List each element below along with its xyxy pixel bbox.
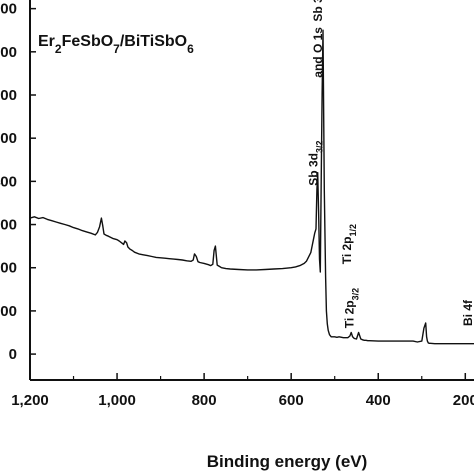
y-axis: 0 100 200 300 400 500 600 700 800 [0, 1, 36, 363]
x-axis-title: Binding energy (eV) [207, 452, 368, 471]
peak-label: Ti 2p1/2 [340, 224, 358, 264]
y-tick-label: 700 [0, 44, 17, 61]
y-tick-label: 300 [0, 217, 17, 234]
x-tick-label: 600 [279, 392, 304, 409]
spectrum-line [29, 29, 474, 345]
peak-label: Sb 3d3/2 [306, 141, 324, 186]
x-tick-label: 200 [453, 392, 474, 409]
x-tick-label: 800 [192, 392, 217, 409]
y-tick-label: 400 [0, 173, 17, 190]
y-tick-label: 100 [0, 303, 17, 320]
chart-title: Er2FeSbO7/BiTiSbO6 [38, 33, 194, 56]
x-tick-label: 1,200 [11, 392, 49, 409]
x-tick-label: 1,000 [98, 392, 136, 409]
y-tick-label: 800 [0, 1, 17, 18]
y-tick-label: 200 [0, 260, 17, 277]
peak-annotations: Sb 3d5/2 and O 1s Sb 3d3/2 Ti 2p1/2 Ti 2p3/2… [306, 0, 474, 328]
x-tick-label: 400 [366, 392, 391, 409]
x-axis: 1,200 1,000 800 600 400 200 [11, 373, 474, 409]
y-tick-label: 500 [0, 130, 17, 147]
peak-label: Bi 4f [461, 299, 474, 326]
peak-label: and O 1s [311, 27, 325, 78]
plot-area [29, 0, 474, 381]
y-tick-label: 600 [0, 87, 17, 104]
peak-label: Sb 3d5/2 [311, 0, 329, 22]
peak-label: Ti 2p3/2 [342, 288, 360, 328]
y-tick-label: 0 [9, 346, 17, 363]
